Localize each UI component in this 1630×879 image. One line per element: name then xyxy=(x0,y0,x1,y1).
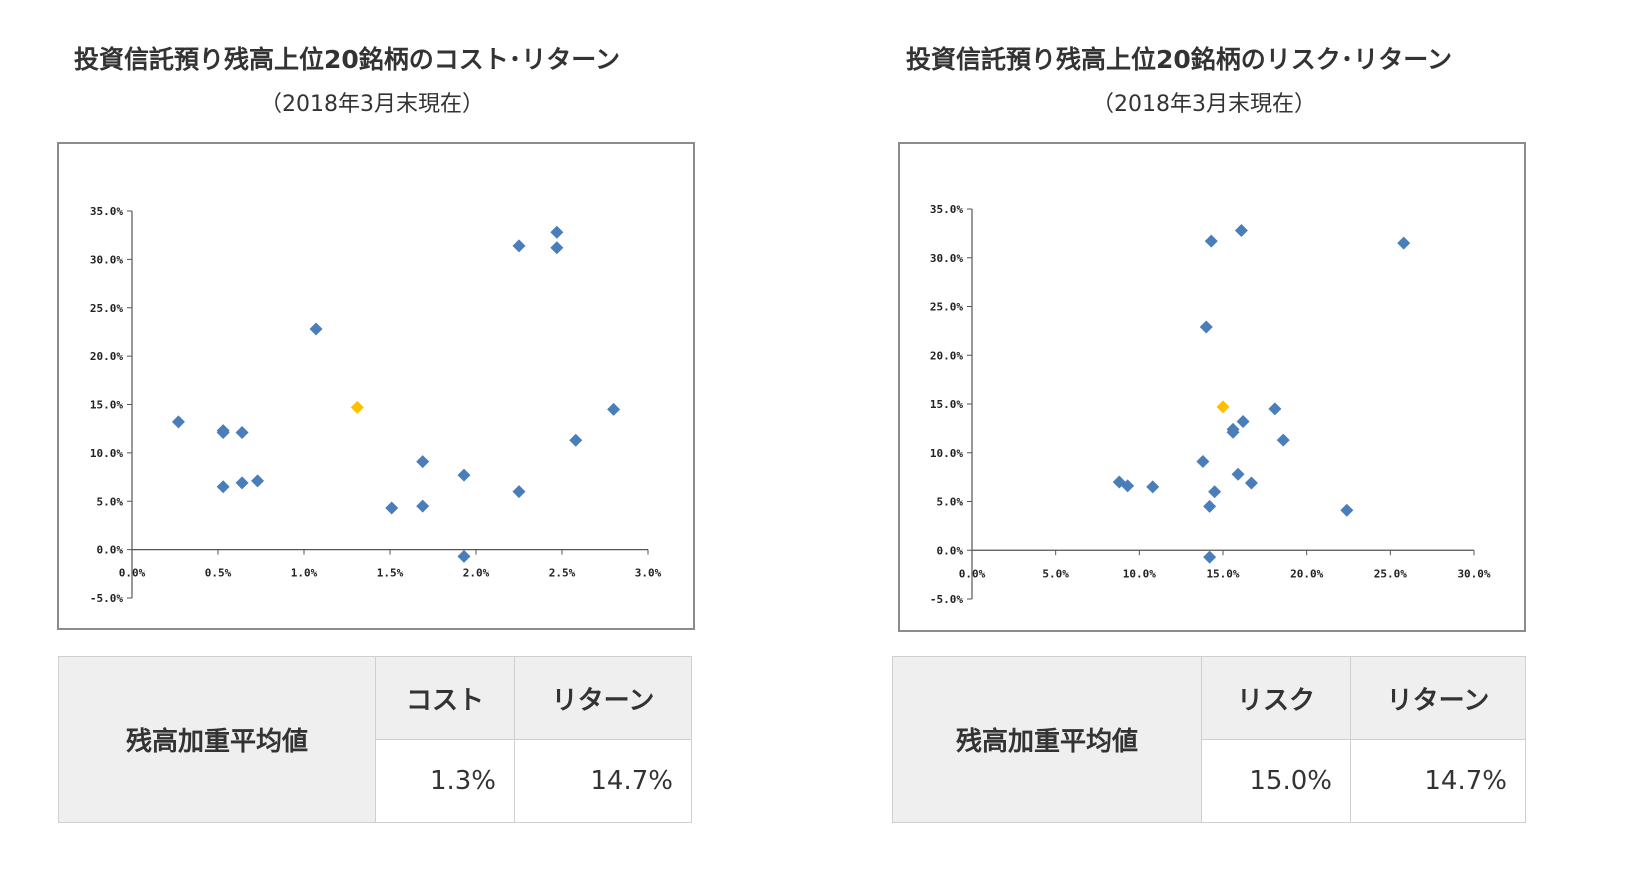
data-point xyxy=(550,225,564,239)
data-point xyxy=(1231,467,1245,481)
weighted-average-point xyxy=(1216,400,1230,414)
x-tick-label: 20.0% xyxy=(1290,567,1323,580)
x-tick-label: 3.0% xyxy=(635,567,662,580)
chart-subtitle: （2018年3月末現在） xyxy=(1092,92,1316,117)
data-point xyxy=(1340,503,1354,517)
x-tick-label: 5.0% xyxy=(1042,567,1069,580)
return-value: 14.7% xyxy=(1350,739,1526,823)
chart-frame: -5.0% 0.0% 5.0% 10.0% 15.0% 20.0% 25.0% 30.0% 35… xyxy=(57,142,695,630)
data-point xyxy=(235,426,249,440)
row-label: 残高加重平均値 xyxy=(58,656,376,823)
x-tick-label: 1.0% xyxy=(291,567,318,580)
y-tick-label: 30.0% xyxy=(90,253,123,266)
y-tick-label: -5.0% xyxy=(930,593,963,606)
data-point xyxy=(607,402,621,416)
x-tick-label: 25.0% xyxy=(1374,567,1407,580)
data-point xyxy=(1203,550,1217,564)
data-point xyxy=(1226,425,1240,439)
data-point xyxy=(1146,480,1160,494)
row-label: 残高加重平均値 xyxy=(892,656,1202,823)
y-tick-label: 5.0% xyxy=(97,495,124,508)
data-point xyxy=(171,415,185,429)
y-tick-label: 5.0% xyxy=(937,496,964,509)
chart-title: 投資信託預り残高上位20銘柄のコスト･リターン xyxy=(74,45,621,74)
x-tick-label: 1.5% xyxy=(377,567,404,580)
data-point xyxy=(1268,402,1282,416)
data-point xyxy=(216,480,230,494)
col-header-return: リターン xyxy=(514,656,692,740)
x-tick-label: 15.0% xyxy=(1206,567,1239,580)
col-header-return: リターン xyxy=(1350,656,1526,740)
x-tick-label: 2.5% xyxy=(549,567,576,580)
x-tick-label: 0.5% xyxy=(205,567,232,580)
data-point xyxy=(1196,455,1210,469)
weighted-average-point xyxy=(350,400,364,414)
y-tick-label: 15.0% xyxy=(90,399,123,412)
data-point xyxy=(235,476,249,490)
data-point xyxy=(1276,433,1290,447)
data-point xyxy=(416,455,430,469)
chart-title: 投資信託預り残高上位20銘柄のリスク･リターン xyxy=(906,45,1453,74)
data-point xyxy=(512,485,526,499)
x-tick-label: 30.0% xyxy=(1457,567,1490,580)
data-point xyxy=(416,499,430,513)
chart-subtitle: （2018年3月末現在） xyxy=(260,92,484,117)
data-point xyxy=(569,433,583,447)
y-tick-label: 30.0% xyxy=(930,252,963,265)
x-tick-label: 0.0% xyxy=(959,567,986,580)
y-tick-label: 0.0% xyxy=(97,544,124,557)
y-tick-label: 35.0% xyxy=(90,205,123,218)
y-tick-label: 20.0% xyxy=(930,349,963,362)
y-tick-label: 25.0% xyxy=(930,301,963,314)
chart-frame: -5.0% 0.0% 5.0% 10.0% 15.0% 20.0% 25.0% 30.0% 35… xyxy=(898,142,1526,632)
y-tick-label: 35.0% xyxy=(930,203,963,216)
summary-table: 残高加重平均値 リスク リターン 15.0% 14.7% xyxy=(892,656,1526,823)
data-point xyxy=(1397,236,1411,250)
x-tick-label: 10.0% xyxy=(1123,567,1156,580)
y-tick-label: 0.0% xyxy=(937,544,964,557)
data-point xyxy=(385,501,399,515)
cost-return-scatter-chart: -5.0% 0.0% 5.0% 10.0% 15.0% 20.0% 25.0% 30.0% 35… xyxy=(90,205,662,605)
y-tick-label: 20.0% xyxy=(90,350,123,363)
x-tick-label: 0.0% xyxy=(119,567,146,580)
data-point xyxy=(1203,499,1217,513)
data-point xyxy=(1199,320,1213,334)
risk-value: 15.0% xyxy=(1201,739,1351,823)
data-point xyxy=(1208,485,1222,499)
data-point xyxy=(251,474,265,488)
risk-return-scatter-chart: -5.0% 0.0% 5.0% 10.0% 15.0% 20.0% 25.0% 30.0% 35… xyxy=(930,203,1491,606)
data-point xyxy=(457,549,471,563)
data-point xyxy=(512,239,526,253)
data-point xyxy=(1244,476,1258,490)
data-point xyxy=(550,241,564,255)
data-point xyxy=(1121,479,1135,493)
data-point xyxy=(1234,223,1248,237)
x-tick-label: 2.0% xyxy=(463,567,490,580)
cost-value: 1.3% xyxy=(375,739,515,823)
data-point xyxy=(457,468,471,482)
data-point xyxy=(309,322,323,336)
y-tick-label: 10.0% xyxy=(930,447,963,460)
y-tick-label: 10.0% xyxy=(90,447,123,460)
data-point xyxy=(1204,234,1218,248)
y-tick-label: -5.0% xyxy=(90,592,123,605)
data-point xyxy=(1236,415,1250,429)
col-header-cost: コスト xyxy=(375,656,515,740)
data-point xyxy=(216,426,230,440)
y-tick-label: 25.0% xyxy=(90,302,123,315)
summary-table: 残高加重平均値 コスト リターン 1.3% 14.7% xyxy=(58,656,692,823)
y-tick-label: 15.0% xyxy=(930,398,963,411)
return-value: 14.7% xyxy=(514,739,692,823)
col-header-risk: リスク xyxy=(1201,656,1351,740)
